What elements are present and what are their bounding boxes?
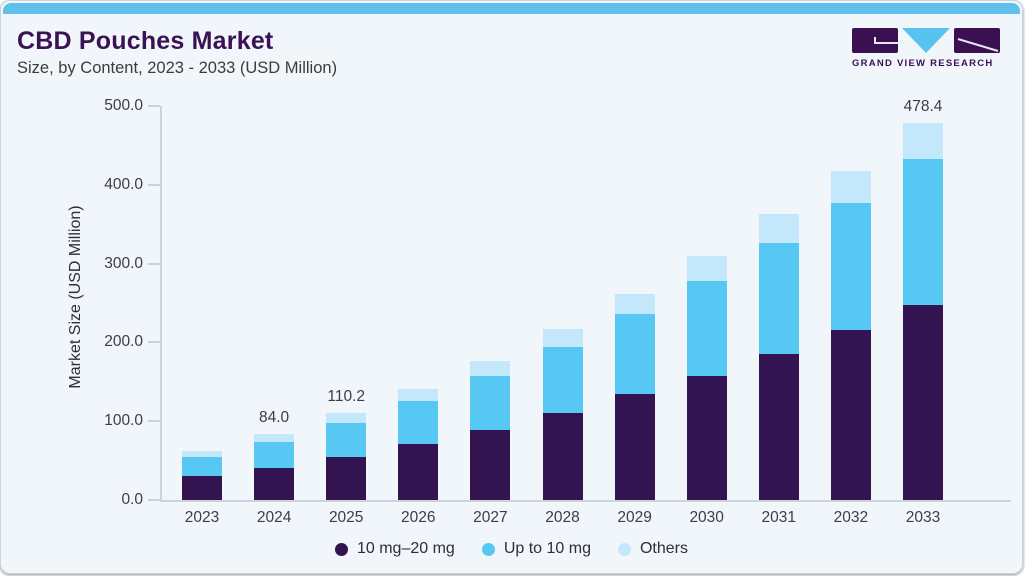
x-tick-label: 2031	[761, 509, 797, 526]
bar-segment	[326, 423, 367, 458]
bar-segment	[686, 376, 727, 500]
y-tick-mark	[148, 183, 160, 186]
logo-glyphs	[852, 28, 1000, 53]
x-tick-label: 2024	[256, 509, 292, 526]
bar-segment	[398, 401, 439, 445]
chart-legend: 10 mg–20 mg Up to 10 mg Others	[1, 540, 1022, 558]
y-tick-label: 100.0	[104, 412, 143, 430]
grand-view-research-logo: GRAND VIEW RESEARCH	[852, 28, 1000, 69]
bar-segment	[398, 389, 439, 402]
bar-segment	[182, 476, 222, 500]
bar-segment	[903, 304, 943, 500]
legend-item: 10 mg–20 mg	[334, 540, 455, 558]
y-axis-title: Market Size (USD Million)	[67, 205, 84, 389]
bar-segment	[830, 330, 871, 500]
x-tick-label: 2029	[617, 509, 652, 526]
bar-segment	[470, 429, 511, 500]
bar-segment	[542, 346, 583, 414]
bar-segment	[830, 171, 871, 203]
x-tick-label: 2028	[545, 509, 580, 526]
x-tick-label: 2032	[833, 509, 869, 526]
y-tick-label: 0.0	[121, 491, 143, 508]
x-tick-label: 2027	[473, 509, 508, 526]
y-tick-mark	[148, 105, 160, 107]
bar-2024	[254, 433, 295, 500]
y-tick-mark	[148, 262, 160, 265]
logo-r-icon	[954, 28, 1000, 53]
bar-2025	[326, 413, 367, 500]
y-tick-label: 500.0	[104, 97, 143, 114]
bar-segment	[830, 202, 871, 331]
bar-segment	[542, 329, 583, 347]
bar-segment	[182, 451, 222, 458]
plot-area: 0.0 100.0 200.0 300.0 400.0 500.0 2023 84.0 2024…	[104, 97, 1011, 526]
x-tick-label: 2023	[184, 509, 220, 526]
bar-segment	[758, 354, 799, 500]
x-tick-label: 2030	[689, 509, 724, 526]
bar-segment	[614, 293, 655, 315]
legend-dot-icon	[617, 542, 631, 556]
bar-2026	[398, 389, 439, 500]
bar-segment	[254, 468, 295, 500]
bar-total-label: 110.2	[327, 388, 365, 406]
bar-2031	[758, 214, 799, 500]
logo-brand-text: GRAND VIEW RESEARCH	[852, 58, 994, 69]
bar-segment	[470, 360, 511, 376]
legend-label: 10 mg–20 mg	[356, 540, 455, 557]
bar-2032	[830, 171, 871, 500]
y-tick-label: 400.0	[104, 175, 143, 193]
legend-label: Others	[639, 540, 688, 557]
bar-segment	[542, 413, 583, 500]
legend-item: Others	[617, 540, 688, 558]
bar-segment	[758, 214, 799, 243]
x-tick-label: 2026	[401, 509, 436, 526]
bar-segment	[686, 256, 727, 281]
bar-2033	[903, 123, 943, 500]
bar-2023	[182, 451, 222, 500]
x-tick-label: 2033	[905, 509, 941, 526]
page-subtitle: Size, by Content, 2023 - 2033 (USD Milli…	[17, 59, 338, 77]
legend-item: Up to 10 mg	[481, 540, 591, 558]
bar-2029	[614, 293, 655, 500]
bar-segment	[326, 457, 367, 500]
bar-segment	[254, 442, 295, 469]
y-tick-label: 300.0	[104, 254, 143, 272]
bar-2030	[686, 256, 727, 500]
logo-v-icon	[902, 28, 950, 53]
bar-segment	[182, 457, 222, 477]
bar-total-label: 84.0	[259, 408, 290, 426]
bar-segment	[326, 413, 367, 424]
bar-total-label: 478.4	[903, 98, 943, 116]
bar-segment	[470, 375, 511, 430]
legend-dot-icon	[334, 542, 348, 556]
legend-dot-icon	[481, 542, 495, 556]
bar-segment	[614, 394, 655, 500]
bar-segment	[254, 433, 295, 443]
bar-2028	[542, 329, 583, 500]
bar-segment	[398, 444, 439, 500]
bar-segment	[903, 158, 943, 305]
top-accent-bar	[3, 3, 1020, 14]
y-tick-label: 200.0	[104, 333, 143, 351]
bar-segment	[686, 280, 727, 377]
bar-segment	[758, 242, 799, 355]
legend-label: Up to 10 mg	[503, 540, 591, 557]
logo-g-icon	[852, 28, 898, 53]
y-tick-mark	[148, 499, 160, 501]
y-tick-mark	[148, 420, 160, 423]
bar-2027	[470, 360, 511, 500]
page-title: CBD Pouches Market	[17, 27, 274, 55]
bar-segment	[614, 314, 655, 395]
y-tick-mark	[148, 341, 160, 344]
x-tick-label: 2025	[328, 509, 364, 526]
bar-segment	[903, 123, 943, 159]
